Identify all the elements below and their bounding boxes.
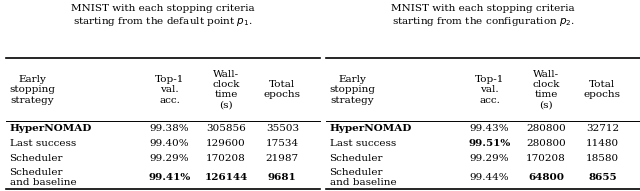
Text: 99.38%: 99.38% (150, 124, 189, 133)
Text: Scheduler
and baseline: Scheduler and baseline (10, 168, 76, 187)
Text: 280800: 280800 (526, 139, 566, 148)
Text: 99.43%: 99.43% (470, 124, 509, 133)
Text: 99.51%: 99.51% (468, 139, 511, 148)
Text: MNIST with each stopping criteria
starting from the default point $p_1$.: MNIST with each stopping criteria starti… (72, 4, 255, 28)
Text: 64800: 64800 (528, 173, 564, 182)
Text: 11480: 11480 (586, 139, 619, 148)
Text: Last success: Last success (330, 139, 396, 148)
Text: Top-1
val.
acc.: Top-1 val. acc. (155, 75, 184, 105)
Text: 280800: 280800 (526, 124, 566, 133)
Text: Early
stopping
strategy: Early stopping strategy (10, 75, 56, 105)
Text: Wall-
clock
time
(s): Wall- clock time (s) (532, 70, 559, 110)
Text: Last success: Last success (10, 139, 76, 148)
Text: Scheduler: Scheduler (10, 154, 63, 163)
Text: 99.29%: 99.29% (150, 154, 189, 163)
Text: Scheduler: Scheduler (330, 154, 383, 163)
Text: 305856: 305856 (206, 124, 246, 133)
Text: Total
epochs: Total epochs (264, 80, 301, 100)
Text: 170208: 170208 (526, 154, 566, 163)
Text: 32712: 32712 (586, 124, 619, 133)
Text: 99.44%: 99.44% (470, 173, 509, 182)
Text: Scheduler
and baseline: Scheduler and baseline (330, 168, 396, 187)
Text: 35503: 35503 (266, 124, 299, 133)
Text: 17534: 17534 (266, 139, 299, 148)
Text: 99.41%: 99.41% (148, 173, 191, 182)
Text: 99.29%: 99.29% (470, 154, 509, 163)
Text: 126144: 126144 (204, 173, 248, 182)
Text: 9681: 9681 (268, 173, 297, 182)
Text: 170208: 170208 (206, 154, 246, 163)
Text: Early
stopping
strategy: Early stopping strategy (330, 75, 376, 105)
Text: 129600: 129600 (206, 139, 246, 148)
Text: Wall-
clock
time
(s): Wall- clock time (s) (212, 70, 239, 110)
Text: Top-1
val.
acc.: Top-1 val. acc. (475, 75, 504, 105)
Text: Total
epochs: Total epochs (584, 80, 621, 100)
Text: 21987: 21987 (266, 154, 299, 163)
Text: MNIST with each stopping criteria
starting from the configuration $p_2$.: MNIST with each stopping criteria starti… (392, 4, 575, 28)
Text: 99.40%: 99.40% (150, 139, 189, 148)
Text: 8655: 8655 (588, 173, 617, 182)
Text: HyperNOMAD: HyperNOMAD (10, 124, 92, 133)
Text: HyperNOMAD: HyperNOMAD (330, 124, 412, 133)
Text: 18580: 18580 (586, 154, 619, 163)
